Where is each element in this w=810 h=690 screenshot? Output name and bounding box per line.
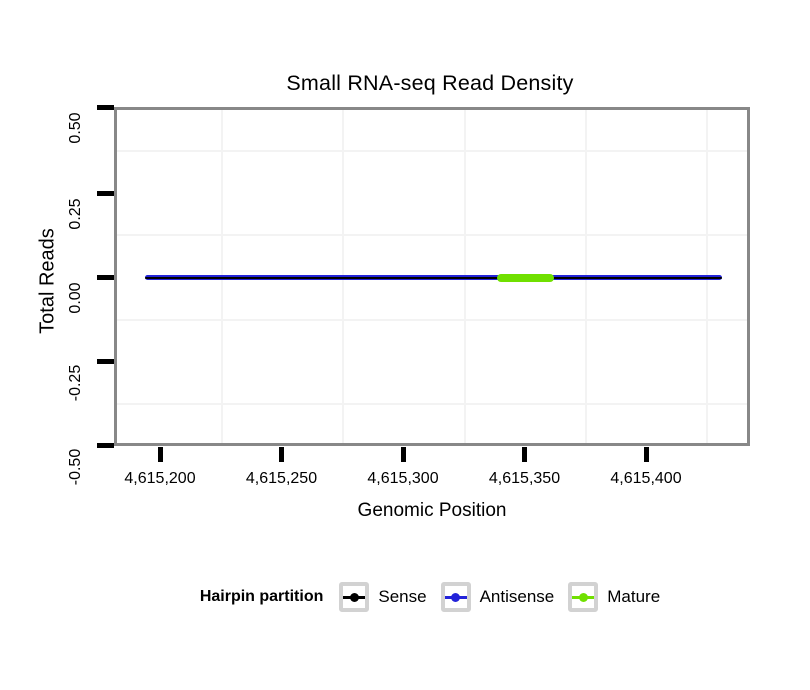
y-axis-title: Total Reads [36, 228, 59, 334]
legend-label: Sense [378, 587, 427, 606]
y-tick-label: 0.25 [67, 198, 84, 230]
series-sense-line [145, 276, 722, 279]
y-tick-label: -0.25 [67, 364, 84, 402]
gridline-horizontal [117, 234, 747, 236]
y-tick [97, 275, 114, 280]
x-tick-label: 4,615,400 [610, 470, 682, 487]
chart-title: Small RNA-seq Read Density [286, 71, 574, 95]
x-tick [522, 447, 527, 462]
gridline-horizontal [117, 150, 747, 152]
x-tick-label: 4,615,200 [124, 470, 196, 487]
x-tick [279, 447, 284, 462]
y-tick [97, 359, 114, 364]
x-axis-title: Genomic Position [357, 500, 507, 521]
y-tick-label: -0.50 [67, 448, 84, 486]
x-tick-label: 4,615,350 [488, 470, 561, 487]
legend-key-sense [339, 582, 370, 612]
legend-key-dot [578, 592, 588, 602]
legend-item-mature: Mature [568, 582, 660, 612]
legend: Hairpin partition Sense Antisense Mature [25, 580, 810, 614]
legend-key-dot [451, 592, 461, 602]
gridline-horizontal [117, 403, 747, 405]
legend-label: Antisense [479, 587, 555, 606]
legend-title: Hairpin partition [199, 588, 324, 605]
legend-label: Mature [607, 587, 661, 606]
y-tick-label: 0.00 [67, 282, 84, 314]
y-tick-label: 0.50 [67, 112, 84, 144]
y-tick [97, 105, 114, 110]
legend-key-dot [349, 592, 359, 602]
x-tick [157, 447, 163, 462]
legend-key-antisense [440, 582, 471, 612]
legend-key-mature [568, 582, 599, 612]
legend-item-antisense: Antisense [440, 582, 555, 612]
x-tick-label: 4,615,250 [245, 470, 318, 487]
y-tick [97, 443, 114, 448]
x-tick-label: 4,615,300 [367, 470, 439, 487]
x-tick [400, 447, 406, 462]
x-tick [643, 447, 649, 462]
gridline-horizontal [117, 319, 747, 321]
legend-item-sense: Sense [339, 582, 427, 612]
y-tick [97, 191, 114, 196]
series-mature-segment [497, 273, 554, 282]
